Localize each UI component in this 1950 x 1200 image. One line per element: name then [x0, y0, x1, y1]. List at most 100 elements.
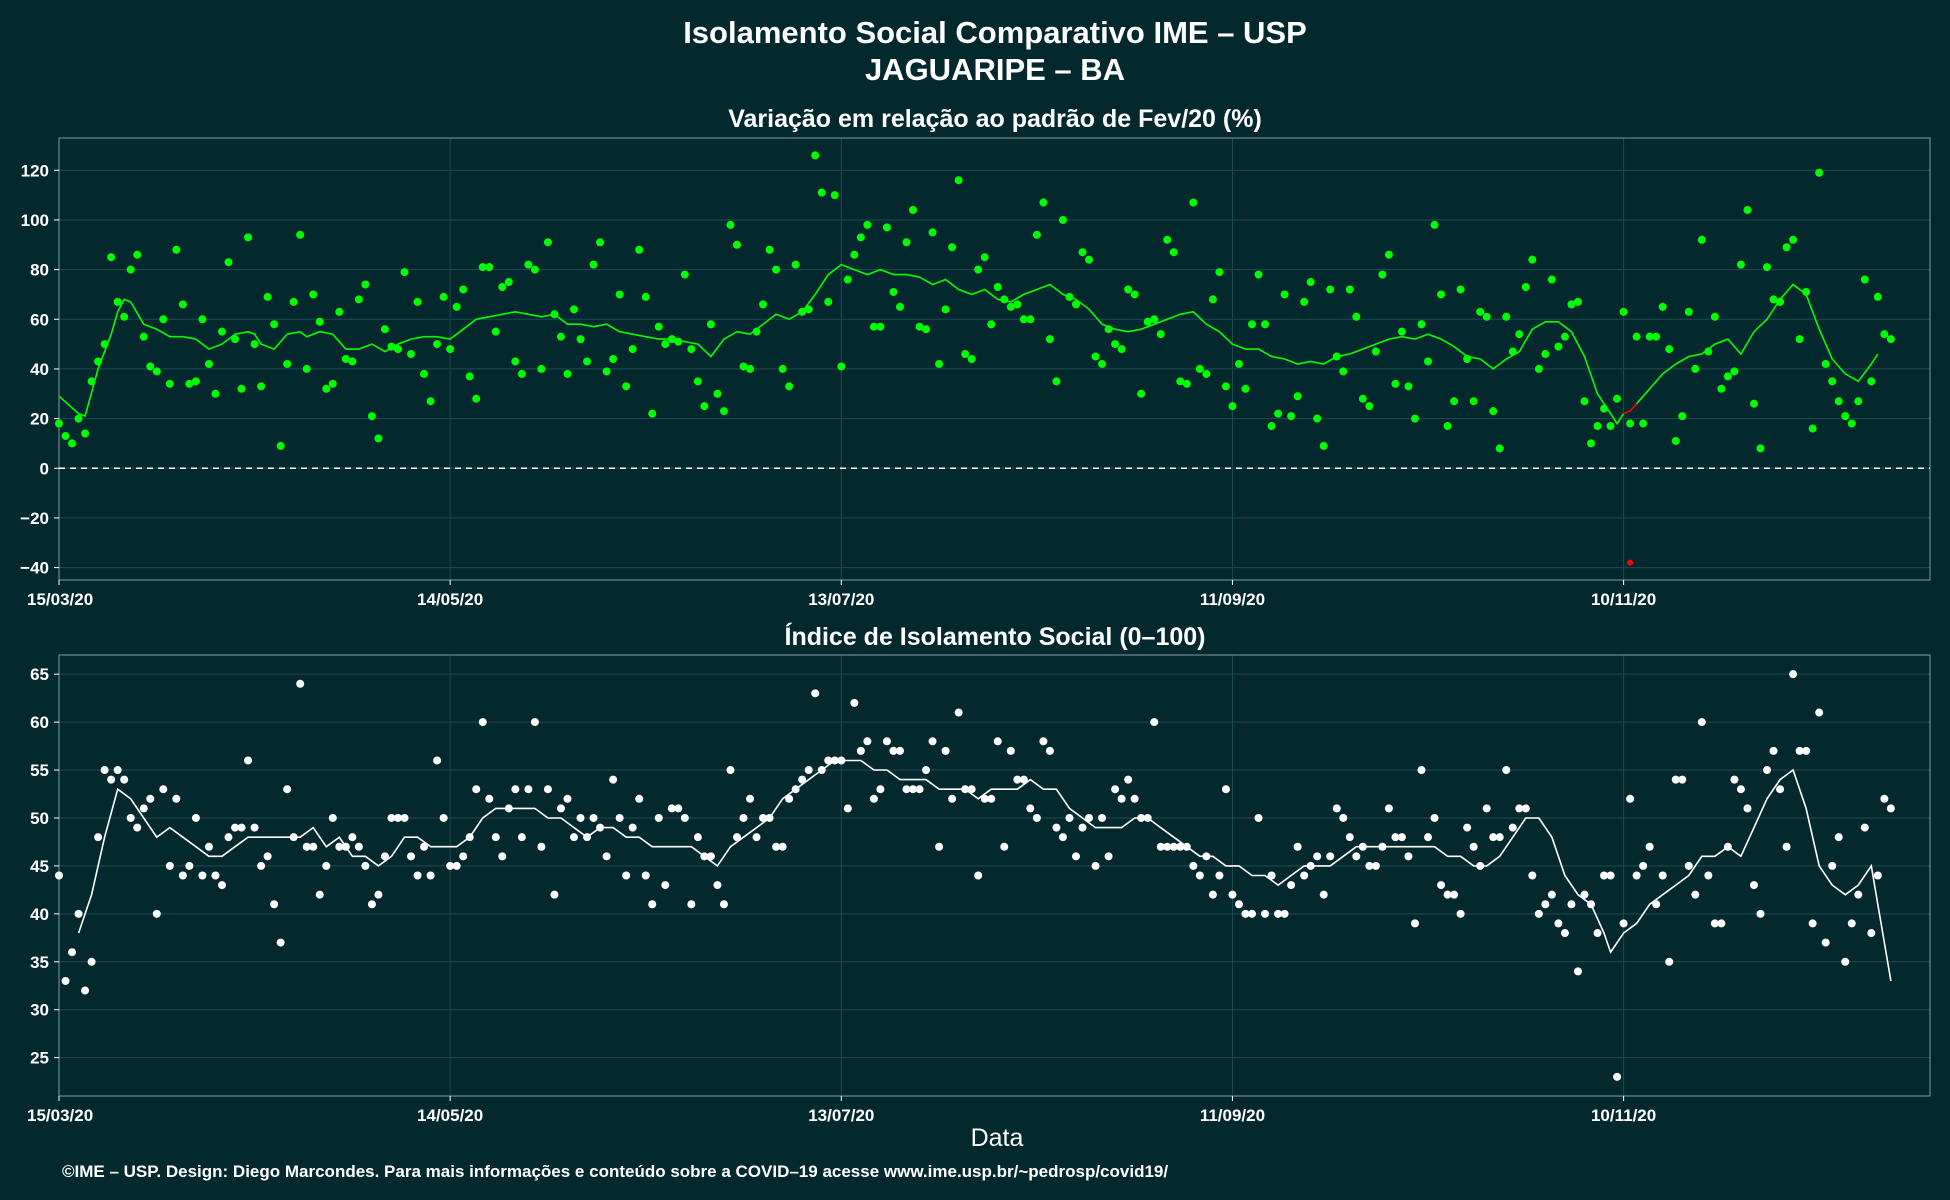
variation-data-point — [1274, 409, 1283, 418]
index-data-point — [687, 900, 696, 909]
index-data-point — [915, 785, 924, 794]
index-data-point — [1795, 746, 1804, 755]
index-data-point — [1834, 833, 1843, 842]
variation-data-point — [1515, 330, 1524, 339]
x-tick-label: 11/09/20 — [1200, 590, 1265, 609]
index-data-point — [1085, 813, 1094, 822]
y-tick-label: −20 — [20, 509, 49, 528]
y-tick-label: 40 — [30, 360, 49, 379]
index-data-point — [856, 746, 865, 755]
index-data-point — [563, 794, 572, 803]
index-data-point — [804, 766, 813, 775]
variation-data-point — [81, 429, 90, 438]
index-data-point — [1587, 900, 1596, 909]
variation-data-point — [1769, 295, 1778, 304]
index-data-point — [1404, 852, 1413, 861]
index-data-point — [850, 698, 859, 707]
variation-data-point — [1476, 307, 1485, 316]
variation-data-point — [602, 367, 611, 376]
index-data-point — [1619, 919, 1628, 928]
variation-data-point — [1371, 347, 1380, 356]
index-data-point — [1052, 823, 1061, 832]
index-data-point — [289, 833, 298, 842]
index-data-point — [1378, 842, 1387, 851]
variation-data-point — [732, 240, 741, 249]
variation-data-point — [948, 243, 957, 252]
variation-data-point — [204, 359, 213, 368]
y-tick-label: 100 — [21, 211, 49, 230]
variation-data-point — [224, 258, 233, 267]
index-data-point — [1841, 957, 1850, 966]
variation-data-point — [1639, 419, 1648, 428]
index-data-point — [1508, 823, 1517, 832]
variation-data-point — [798, 307, 807, 316]
variation-data-point — [570, 305, 579, 314]
variation-data-point — [335, 307, 344, 316]
variation-data-point — [315, 317, 324, 326]
variation-data-point — [426, 397, 435, 406]
variation-data-point — [1332, 352, 1341, 361]
variation-data-point — [713, 389, 722, 398]
variation-data-point — [1287, 412, 1296, 421]
index-data-point — [367, 900, 376, 909]
variation-data-point — [433, 340, 442, 349]
variation-data-point — [139, 332, 148, 341]
index-data-point — [576, 813, 585, 822]
variation-data-point — [165, 379, 174, 388]
index-data-point — [407, 852, 416, 861]
index-data-point — [680, 813, 689, 822]
index-data-point — [1482, 804, 1491, 813]
index-data-point — [283, 785, 292, 794]
index-data-point — [746, 794, 755, 803]
index-data-point — [1104, 852, 1113, 861]
variation-data-point — [1078, 248, 1087, 257]
variation-data-point — [100, 340, 109, 349]
index-data-point — [739, 813, 748, 822]
variation-data-point — [889, 287, 898, 296]
variation-data-point — [987, 320, 996, 329]
variation-data-point — [1815, 168, 1824, 177]
index-data-point — [1671, 775, 1680, 784]
index-data-point — [876, 785, 885, 794]
variation-data-point — [1508, 347, 1517, 356]
index-data-point — [889, 746, 898, 755]
variation-data-point — [1326, 285, 1335, 294]
index-data-point — [459, 852, 468, 861]
variation-data-point — [1854, 397, 1863, 406]
index-data-point — [1658, 871, 1667, 880]
variation-data-point — [146, 362, 155, 371]
variation-data-point — [1802, 287, 1811, 296]
variation-data-point — [1215, 268, 1224, 277]
index-data-point — [1430, 813, 1439, 822]
index-data-point — [1691, 890, 1700, 899]
y-tick-label: −40 — [20, 559, 49, 578]
variation-data-point — [276, 441, 285, 450]
variation-data-point — [537, 364, 546, 373]
variation-data-point — [1410, 414, 1419, 423]
index-data-point — [1365, 861, 1374, 870]
variation-data-point — [1202, 369, 1211, 378]
y-tick-label: 50 — [30, 809, 49, 828]
variation-data-point — [648, 409, 657, 418]
variation-data-point — [1163, 235, 1172, 244]
variation-data-point — [1006, 302, 1015, 311]
chart-title: Isolamento Social Comparativo IME – USP — [683, 15, 1307, 50]
variation-data-point — [1143, 317, 1152, 326]
variation-data-point — [1241, 384, 1250, 393]
index-data-point — [895, 746, 904, 755]
variation-data-point — [380, 325, 389, 334]
index-data-point — [1554, 919, 1563, 928]
index-data-point — [1384, 804, 1393, 813]
index-data-point — [1202, 852, 1211, 861]
variation-moving-average-line — [58, 263, 1625, 426]
index-data-point — [1032, 813, 1041, 822]
index-data-point — [935, 842, 944, 851]
index-data-point — [693, 833, 702, 842]
variation-data-point — [1697, 235, 1706, 244]
variation-data-point — [700, 402, 709, 411]
index-data-point — [1463, 823, 1472, 832]
variation-data-point — [1437, 290, 1446, 299]
variation-data-point — [250, 340, 259, 349]
index-data-point — [1000, 842, 1009, 851]
index-data-point — [1026, 804, 1035, 813]
